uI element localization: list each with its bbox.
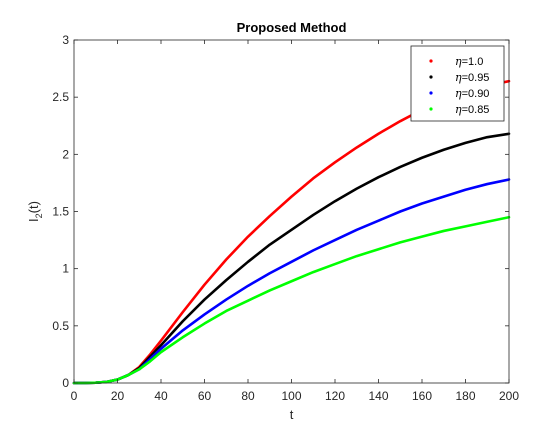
legend-marker-3 [429,91,433,95]
y-axis-label: I2(t) [26,201,44,222]
x-tick-label: 60 [198,389,212,403]
legend-marker-2 [429,75,433,79]
x-tick-label: 100 [281,389,301,403]
y-tick-label: 3 [62,33,69,47]
chart-title: Proposed Method [237,20,347,35]
x-tick-label: 140 [368,389,388,403]
svg-text:I2(t): I2(t) [26,201,44,222]
legend-box [410,45,505,122]
y-axis-label-suffix: (t) [26,201,41,213]
x-tick-label: 160 [412,389,432,403]
x-tick-label: 120 [325,389,345,403]
x-tick-label: 0 [71,389,78,403]
x-axis: 0 20 40 60 80 100 120 140 160 180 200 [71,40,519,403]
y-tick-label: 0 [62,376,69,390]
x-tick-label: 180 [455,389,475,403]
y-axis-label-base: I [26,218,41,222]
legend-marker-1 [429,59,433,63]
y-axis: 0 0.5 1 1.5 2 2.5 3 [52,33,509,390]
x-tick-label: 20 [111,389,125,403]
x-axis-label: t [290,407,294,422]
legend-marker-4 [429,107,433,111]
legend-label-4: η=0.85 [455,103,489,116]
legend: η=1.0 η=0.95 η=0.90 η=0.85 [410,45,505,122]
x-tick-label: 80 [241,389,255,403]
legend-label-3: η=0.90 [455,87,489,100]
y-tick-label: 2.5 [52,90,69,104]
legend-label-1: η=1.0 [455,55,483,68]
y-tick-label: 2 [62,147,69,161]
x-tick-label: 200 [499,389,519,403]
y-tick-label: 0.5 [52,319,69,333]
x-tick-label: 40 [154,389,168,403]
legend-label-2: η=0.95 [455,71,489,84]
y-tick-label: 1.5 [52,205,69,219]
y-axis-label-subscript: 2 [34,213,44,218]
y-tick-label: 1 [62,262,69,276]
